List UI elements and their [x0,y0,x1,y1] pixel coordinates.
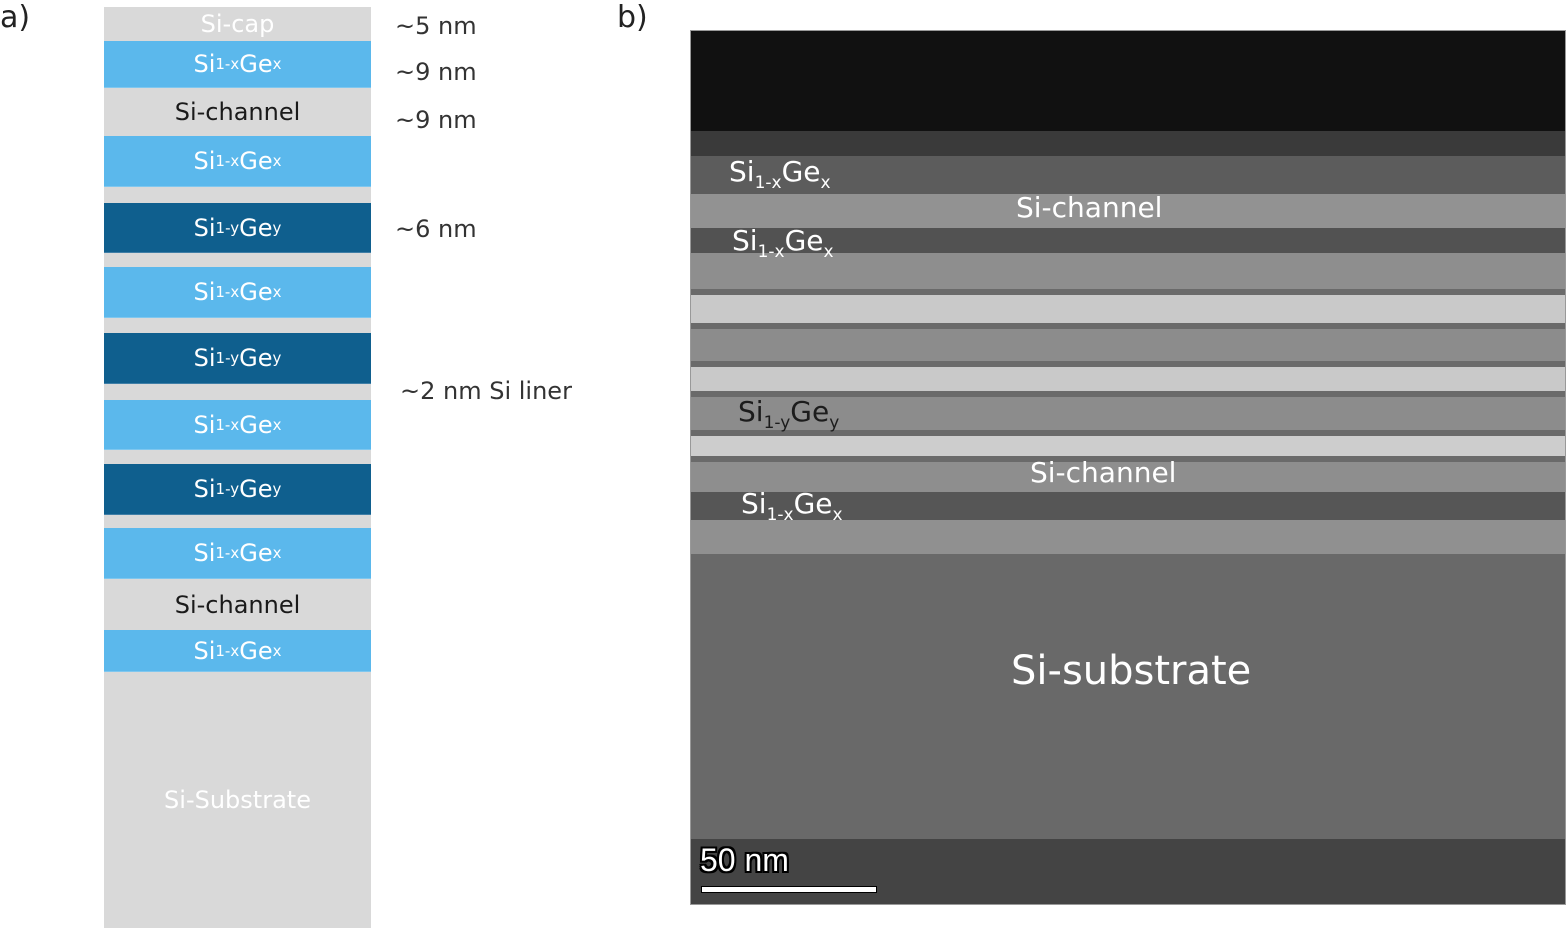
tem-layer-label: Si1-xGex [741,487,843,525]
layer-si [104,253,371,267]
layer-sigey: Si 1-y Ge y [104,333,371,384]
layer-si: Si-Substrate [104,672,371,928]
tem-band [691,131,1565,156]
tem-layer-label: Si1-xGex [729,155,831,193]
tem-band [691,391,1565,397]
tem-band [691,462,1565,492]
tem-micrograph: Si1-xGex Si-channel Si1-xGex Si1-yGey Si-cha… [690,30,1566,905]
layer-sigex: Si 1-x Ge x [104,136,371,187]
tem-band [691,323,1565,329]
tem-band [691,554,1565,839]
scale-bar-label: 50 nm [700,842,789,878]
tem-band [691,456,1565,462]
tem-band [691,436,1565,456]
tem-band [691,329,1565,361]
thickness-label: ~6 nm [395,215,477,243]
layer-si: Si-channel [104,88,371,136]
layer-si [104,187,371,203]
layer-sigex: Si 1-x Ge x [104,41,371,88]
panel-a-label: a) [0,0,31,35]
scale-bar [701,886,877,893]
tem-band [691,367,1565,391]
layer-si [104,515,371,528]
layer-sigex: Si 1-x Ge x [104,267,371,318]
tem-band [691,430,1565,436]
tem-layer-label: Si-channel [1016,191,1163,224]
thickness-label: ~9 nm [395,58,477,86]
layer-si [104,450,371,464]
tem-band [691,31,1565,131]
thickness-label: ~2 nm Si liner [400,377,572,405]
tem-band [691,492,1565,520]
panel-b-label: b) [617,0,648,35]
tem-layer-label: Si1-yGey [738,395,840,433]
tem-layer-label: Si1-xGex [732,224,834,262]
tem-band [691,839,1565,904]
tem-band [691,361,1565,367]
layer-stack-schematic: Si-cap Si 1-x Ge x Si-channel Si 1-x Ge x Si 1-y Ge y… [104,7,371,928]
tem-layer-label: Si-channel [1030,456,1177,489]
layer-sigey: Si 1-y Ge y [104,203,371,253]
tem-band [691,156,1565,194]
tem-band [691,295,1565,323]
tem-band [691,194,1565,228]
layer-sigex: Si 1-x Ge x [104,528,371,579]
tem-layer-label: Si-substrate [1011,648,1252,694]
layer-sigey: Si 1-y Ge y [104,464,371,515]
tem-band [691,253,1565,289]
thickness-label: ~5 nm [395,12,477,40]
layer-sigex: Si 1-x Ge x [104,400,371,450]
thickness-label: ~9 nm [395,106,477,134]
layer-si [104,318,371,333]
layer-si [104,384,371,400]
layer-si: Si-channel [104,579,371,630]
tem-band [691,520,1565,554]
tem-band [691,228,1565,253]
layer-si: Si-cap [104,7,371,41]
tem-band [691,289,1565,295]
tem-band [691,397,1565,430]
layer-sigex: Si 1-x Ge x [104,630,371,672]
